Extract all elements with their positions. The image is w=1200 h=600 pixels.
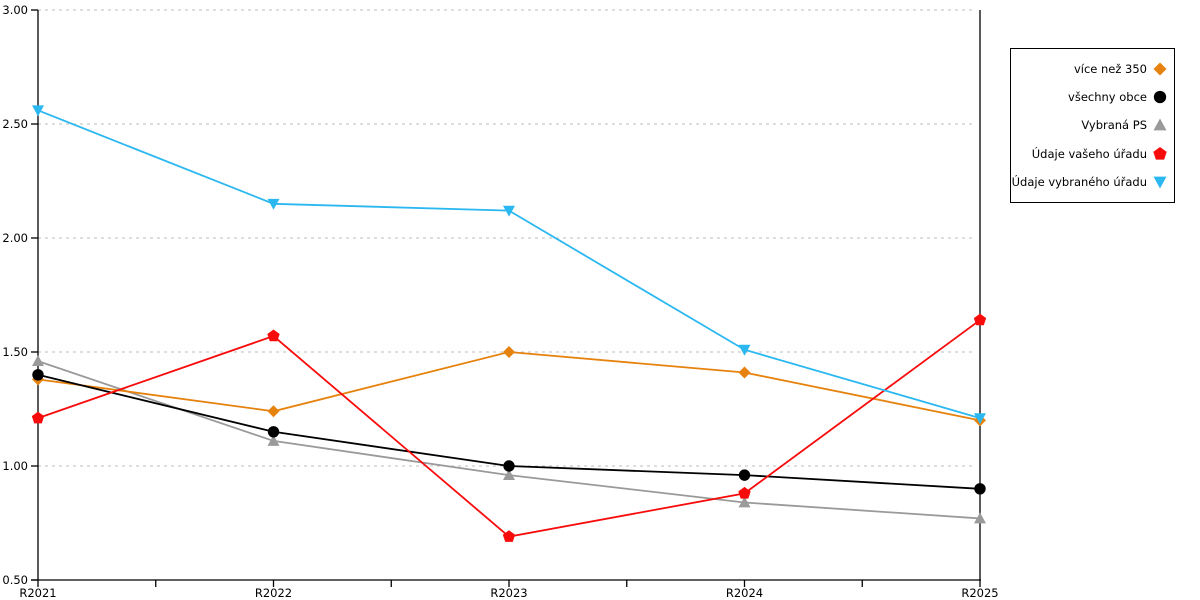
legend-item-1: všechny obce — [1015, 83, 1168, 111]
pentagon-icon — [1153, 146, 1167, 160]
series-marker-1 — [503, 460, 515, 472]
x-axis-tick-label: R2023 — [490, 586, 527, 600]
series-marker-3 — [973, 313, 987, 326]
legend-item-4: Údaje vybraného úřadu — [1011, 168, 1168, 196]
legend-marker-shape — [1153, 176, 1167, 189]
series-marker-2 — [974, 512, 986, 524]
series-line-0 — [37, 351, 981, 422]
circle-icon — [1153, 91, 1167, 104]
triangle-down-icon — [1153, 176, 1167, 189]
y-axis-tick-label: 1.50 — [2, 345, 28, 359]
y-axis-tick-label: 1.00 — [2, 459, 28, 473]
series-marker-3 — [31, 411, 45, 424]
legend-label: Údaje vašeho úřadu — [1031, 146, 1147, 161]
series-marker-4 — [267, 198, 280, 210]
series-marker-2 — [738, 496, 751, 508]
series-marker-0 — [738, 366, 751, 379]
series-marker-1 — [738, 469, 751, 481]
y-axis-tick-label: 2.50 — [2, 117, 28, 131]
x-axis-tick-label: R2021 — [19, 586, 56, 600]
legend-item-3: Údaje vašeho úřadu — [1015, 140, 1168, 168]
diamond-icon — [1153, 62, 1167, 76]
legend-marker-shape — [1153, 62, 1167, 76]
legend-marker-shape — [1153, 91, 1167, 104]
legend-label: více než 350 — [1073, 62, 1147, 77]
legend-item-2: Vybraná PS — [1015, 111, 1168, 139]
series-marker-1 — [32, 369, 44, 381]
series-marker-1 — [974, 483, 986, 495]
series-marker-0 — [267, 405, 280, 418]
y-axis-tick-label: 0.50 — [2, 573, 28, 587]
series-marker-4 — [738, 344, 751, 356]
x-axis-tick-label: R2022 — [255, 586, 292, 600]
y-axis-tick-label: 2.00 — [2, 231, 28, 245]
legend-label: Údaje vybraného úřadu — [1011, 174, 1147, 189]
legend-label: Vybraná PS — [1081, 118, 1147, 133]
series-marker-0 — [503, 346, 515, 358]
series-marker-4 — [503, 205, 515, 217]
series-line-4 — [37, 109, 981, 419]
x-axis-tick-label: R2025 — [961, 586, 998, 600]
legend: více než 350 všechny obce Vybraná PS Údaje … — [1010, 48, 1175, 203]
series-marker-4 — [974, 413, 986, 425]
series-marker-3 — [738, 486, 751, 499]
series-marker-2 — [32, 355, 44, 367]
series-marker-3 — [267, 329, 280, 342]
legend-label: všechny obce — [1068, 90, 1147, 105]
y-axis-tick-label: 3.00 — [2, 3, 28, 17]
series-marker-2 — [267, 434, 280, 446]
triangle-up-icon — [1153, 118, 1167, 131]
legend-item-0: více než 350 — [1015, 55, 1168, 83]
series-marker-3 — [502, 530, 516, 542]
series-marker-4 — [32, 105, 44, 117]
series-marker-1 — [267, 426, 280, 438]
legend-marker-shape — [1153, 146, 1167, 160]
legend-marker-shape — [1153, 118, 1167, 131]
series-line-2 — [37, 360, 981, 520]
x-axis-tick-label: R2024 — [726, 586, 763, 600]
series-marker-2 — [503, 469, 515, 481]
